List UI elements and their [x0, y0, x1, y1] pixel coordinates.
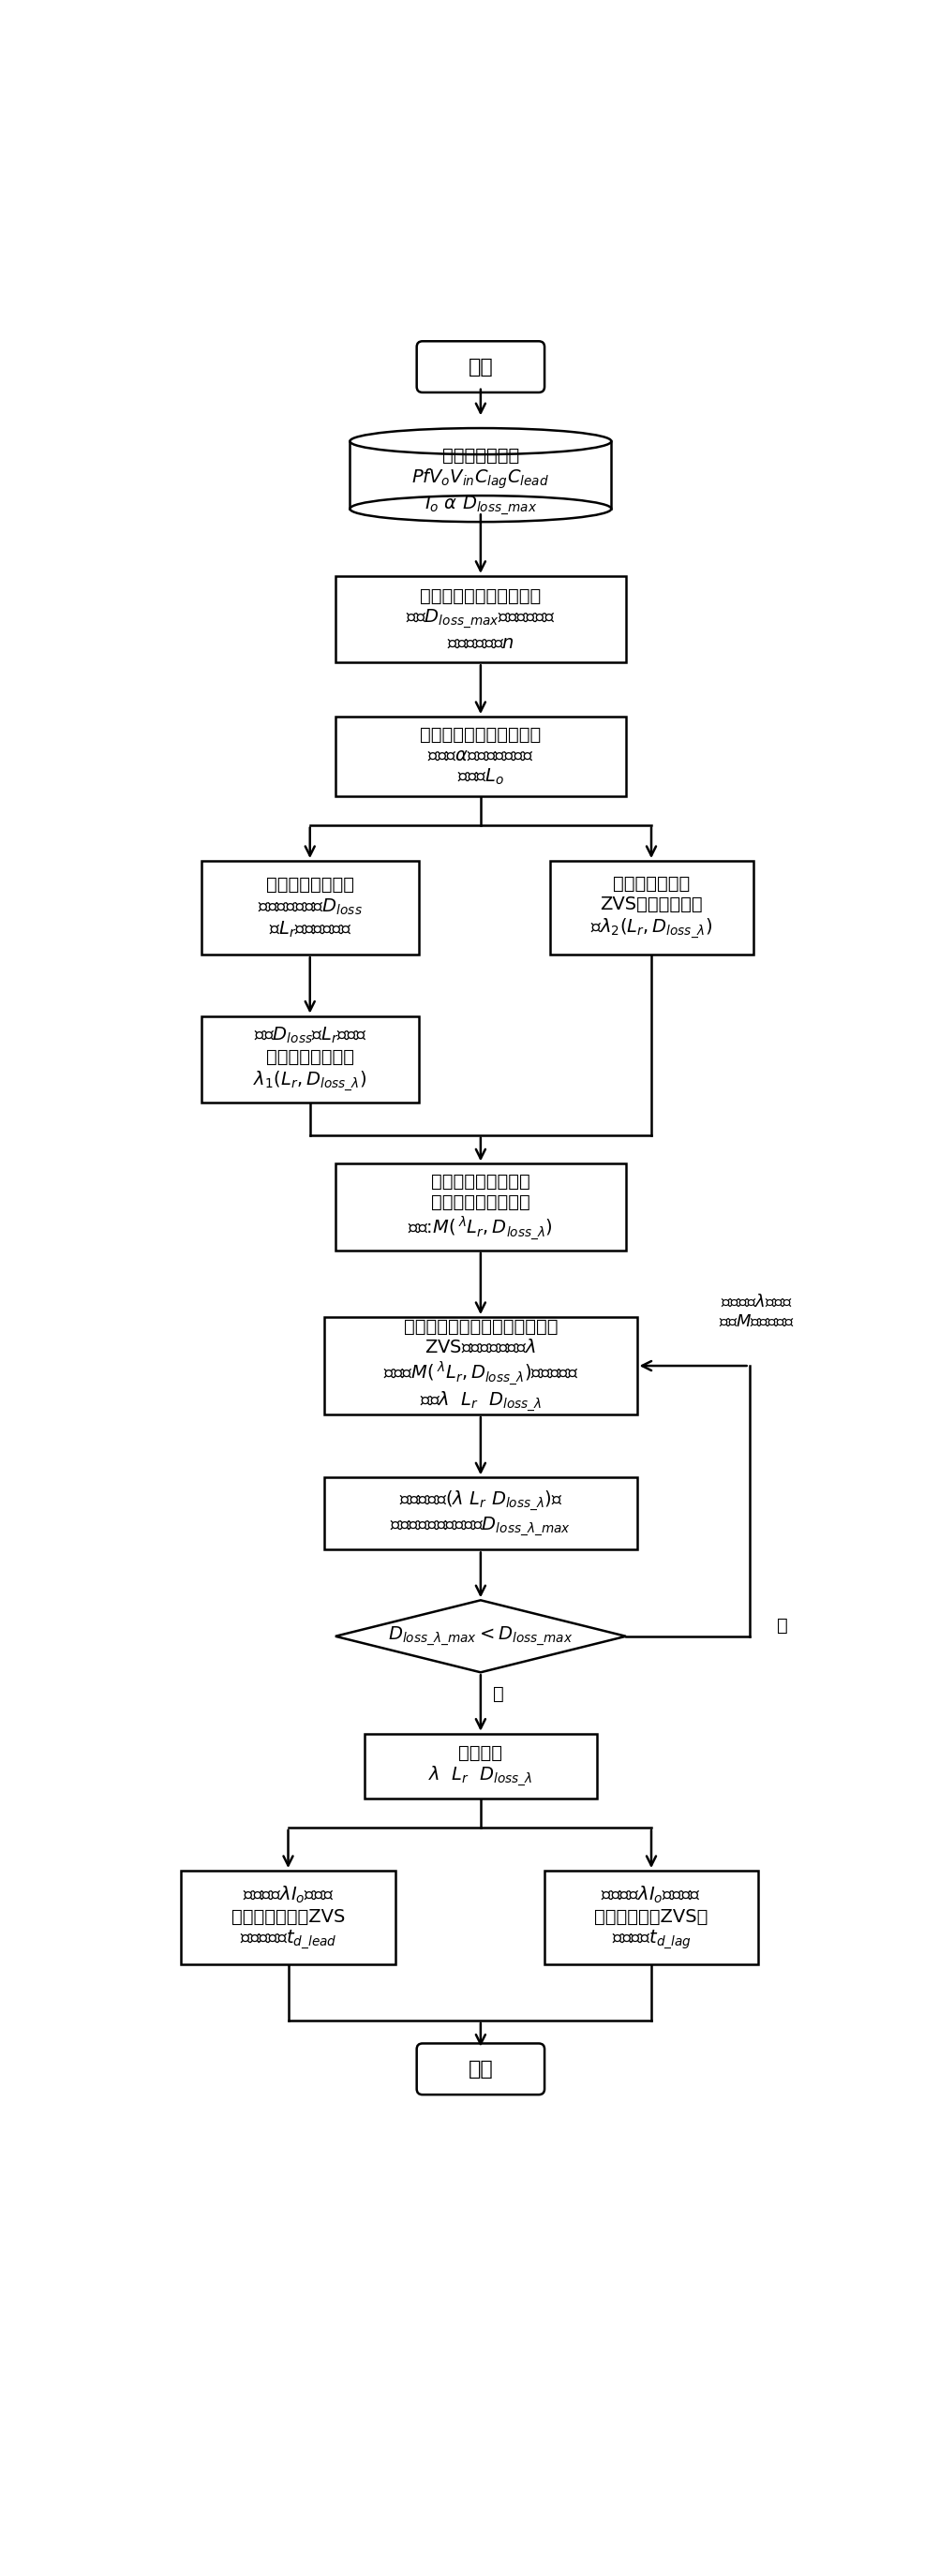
Ellipse shape — [349, 428, 610, 453]
FancyBboxPatch shape — [416, 340, 544, 392]
Bar — [544, 1870, 758, 1965]
Bar — [335, 577, 625, 662]
Text: 计算该参数$(\lambda\ L_r\ D_{loss\_\lambda})$下
系统的最大占空比丢失$D_{loss\_\lambda\_max}$: 计算该参数$(\lambda\ L_r\ D_{loss\_\lambda})$… — [390, 1489, 571, 1538]
Text: 开始: 开始 — [468, 358, 493, 376]
Text: $D_{loss\_\lambda\_max}<D_{loss\_max}$: $D_{loss\_\lambda\_max}<D_{loss\_max}$ — [388, 1625, 573, 1649]
Bar — [181, 1870, 395, 1965]
Bar — [549, 860, 752, 956]
Text: 计算满足$\lambda I_o$负载条件
下滞后臂实现ZVS的
死区时间$t_{d\_lag}$: 计算满足$\lambda I_o$负载条件 下滞后臂实现ZVS的 死区时间$t_… — [593, 1883, 707, 1950]
Text: 根据系统散热能力，确定希望的
ZVS软开关负载范围$\lambda$
在集合$M(\,^\lambda L_r,D_{loss\_\lambda})$中选出该点: 根据系统散热能力，确定希望的 ZVS软开关负载范围$\lambda$ 在集合$M… — [382, 1319, 577, 1414]
Text: 适当增大$\lambda$，重新
选取$M$集合中的点: 适当增大$\lambda$，重新 选取$M$集合中的点 — [717, 1293, 794, 1329]
Text: 根据$D_{loss}$与$L_r$的数学
关系式，构造函数
$\lambda_1(L_r,D_{loss\_\lambda})$: 根据$D_{loss}$与$L_r$的数学 关系式，构造函数 $\lambda_… — [253, 1025, 366, 1092]
Polygon shape — [335, 1600, 625, 1672]
Bar — [324, 1316, 636, 1414]
Bar — [201, 1015, 419, 1103]
Text: 计算满足$\lambda I_o$负载条
件下超前臂实现ZVS
的死区时间$t_{d\_lead}$: 计算满足$\lambda I_o$负载条 件下超前臂实现ZVS 的死区时间$t_… — [231, 1883, 345, 1950]
Text: 确定参数
$\lambda$  $L_r$  $D_{loss\_\lambda}$: 确定参数 $\lambda$ $L_r$ $D_{loss\_\lambda}$ — [428, 1744, 532, 1788]
Bar — [201, 860, 419, 956]
Text: 绘制两个函数曲面图
求出两个曲面的交集
记为:$M(\,^\lambda L_r,D_{loss\_\lambda})$: 绘制两个函数曲面图 求出两个曲面的交集 记为:$M(\,^\lambda L_r… — [408, 1172, 553, 1242]
Bar — [335, 716, 625, 796]
Text: 根据谐振电感伏秒
平衡原理，求出$D_{loss}$
与$L_r$的数学关系式: 根据谐振电感伏秒 平衡原理，求出$D_{loss}$ 与$L_r$的数学关系式 — [257, 876, 362, 940]
Text: 否: 否 — [776, 1618, 787, 1633]
Text: 结束: 结束 — [468, 2061, 493, 2079]
Text: 根据滞后臂实现
ZVS条件，构造函
数$\lambda_2(L_r,D_{loss\_\lambda})$: 根据滞后臂实现 ZVS条件，构造函 数$\lambda_2(L_r,D_{los… — [590, 876, 712, 940]
Text: 根据系统允许最大占空比
丢失$D_{loss\_max}$，求解变压器
原副边匝数比$n$: 根据系统允许最大占空比 丢失$D_{loss\_max}$，求解变压器 原副边匝… — [406, 587, 555, 652]
Text: 是: 是 — [493, 1685, 504, 1703]
Bar — [364, 1734, 596, 1798]
FancyBboxPatch shape — [416, 2043, 544, 2094]
Bar — [324, 1479, 636, 1551]
Bar — [335, 1164, 625, 1249]
Text: 考虑系统输出滤波电感纹
波系数$\alpha$，确定输出滤波
电感值$L_o$: 考虑系统输出滤波电感纹 波系数$\alpha$，确定输出滤波 电感值$L_o$ — [420, 726, 541, 788]
Ellipse shape — [349, 495, 610, 523]
Text: 定义已知参数：
$PfV_o V_{in} C_{lag} C_{lead}$
$I_o\ \alpha\ D_{loss\_max}$: 定义已知参数： $PfV_o V_{in} C_{lag} C_{lead}$ … — [411, 446, 549, 518]
